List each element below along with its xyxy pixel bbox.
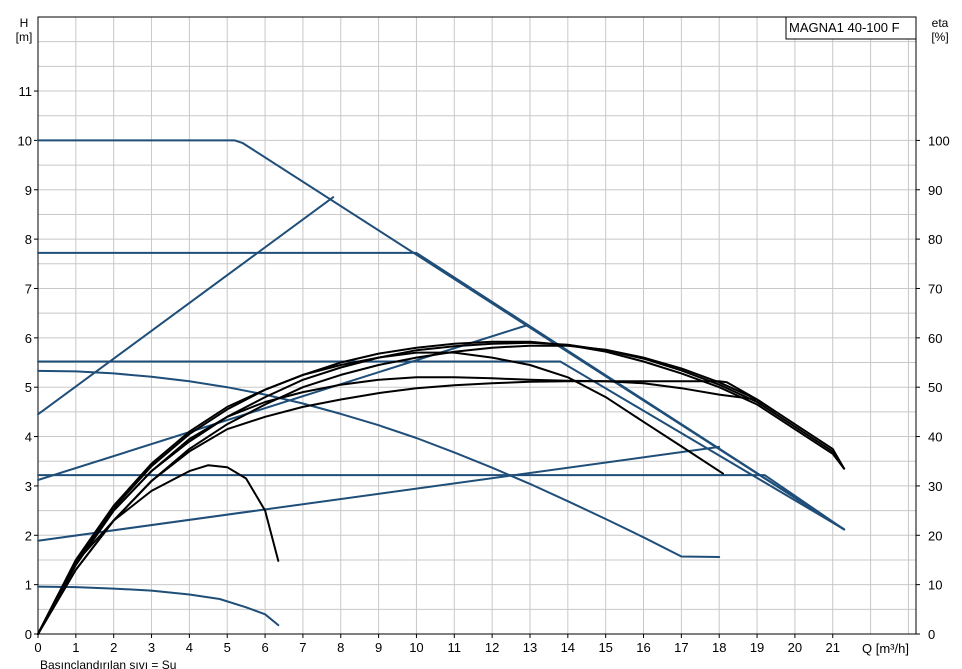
left-tick-label: 4 [25, 430, 32, 445]
right-tick-label: 30 [928, 479, 942, 494]
x-tick-label: 5 [224, 640, 231, 655]
head-curve [37, 445, 721, 542]
efficiency-curve [37, 341, 846, 635]
x-tick-label: 13 [523, 640, 537, 655]
x-tick-label: 17 [674, 640, 688, 655]
efficiency-curve [37, 376, 759, 635]
model-label-box [785, 16, 917, 40]
x-tick-label: 4 [186, 640, 193, 655]
x-axis-ticks: 0 1 2 3 4 5 6 7 8 9 10 11 12 13 14 15 16 17 18 19 20 21 [34, 634, 840, 655]
chart-title: MAGNA1 40-100 F [789, 20, 900, 35]
x-tick-label: 1 [72, 640, 79, 655]
left-tick-label: 3 [25, 479, 32, 494]
left-axis-unit: [m] [16, 30, 33, 44]
head-curve [37, 369, 721, 558]
head-curve [37, 585, 280, 627]
left-tick-label: 10 [18, 133, 32, 148]
head-curve [37, 139, 846, 531]
left-tick-label: 6 [25, 331, 32, 346]
right-tick-label: 100 [928, 133, 950, 148]
curves [37, 139, 846, 635]
left-axis-ticks: 0 1 2 3 4 5 6 7 8 9 10 11 [18, 84, 38, 642]
x-tick-label: 21 [826, 640, 840, 655]
x-tick-label: 9 [375, 640, 382, 655]
left-tick-label: 2 [25, 528, 32, 543]
left-tick-label: 9 [25, 183, 32, 198]
x-tick-label: 12 [485, 640, 499, 655]
grid [38, 17, 916, 634]
head-curve [37, 474, 846, 531]
left-tick-label: 7 [25, 281, 32, 296]
right-axis-ticks: 0 10 20 30 40 50 60 70 80 90 100 [916, 133, 950, 642]
left-tick-label: 1 [25, 578, 32, 593]
right-tick-label: 20 [928, 528, 942, 543]
x-tick-label: 20 [788, 640, 802, 655]
left-axis-label: H [20, 16, 29, 30]
x-tick-label: 7 [299, 640, 306, 655]
x-axis-label: Q [m³/h] [862, 641, 909, 656]
efficiency-curve [37, 464, 280, 635]
x-tick-label: 8 [337, 640, 344, 655]
left-tick-label: 8 [25, 232, 32, 247]
efficiency-curve [37, 380, 777, 635]
x-tick-label: 0 [34, 640, 41, 655]
right-tick-label: 50 [928, 380, 942, 395]
head-curve [37, 360, 846, 531]
x-tick-label: 18 [712, 640, 726, 655]
left-tick-label: 5 [25, 380, 32, 395]
right-tick-label: 60 [928, 331, 942, 346]
right-tick-label: 80 [928, 232, 942, 247]
x-tick-label: 16 [636, 640, 650, 655]
left-tick-label: 0 [25, 627, 32, 642]
x-tick-label: 19 [750, 640, 764, 655]
head-curve [37, 251, 846, 531]
efficiency-curve [37, 344, 846, 635]
x-tick-label: 10 [409, 640, 423, 655]
efficiency-curve [37, 340, 846, 635]
x-tick-label: 3 [148, 640, 155, 655]
left-tick-label: 11 [19, 84, 33, 99]
x-tick-label: 2 [110, 640, 117, 655]
head-curve [37, 196, 335, 416]
x-tick-label: 11 [448, 640, 462, 655]
footnote: Basınçlandırılan sıvı = Su [40, 658, 176, 669]
right-axis-label: eta [932, 16, 949, 30]
right-tick-label: 40 [928, 430, 942, 445]
right-axis-unit: [%] [931, 30, 948, 44]
right-tick-label: 10 [928, 578, 942, 593]
x-tick-label: 14 [561, 640, 575, 655]
head-curve [37, 324, 528, 481]
x-tick-label: 6 [261, 640, 268, 655]
right-tick-label: 0 [928, 627, 935, 642]
right-tick-label: 70 [928, 281, 942, 296]
x-tick-label: 15 [598, 640, 612, 655]
plot-frame [37, 16, 917, 635]
right-tick-label: 90 [928, 183, 942, 198]
